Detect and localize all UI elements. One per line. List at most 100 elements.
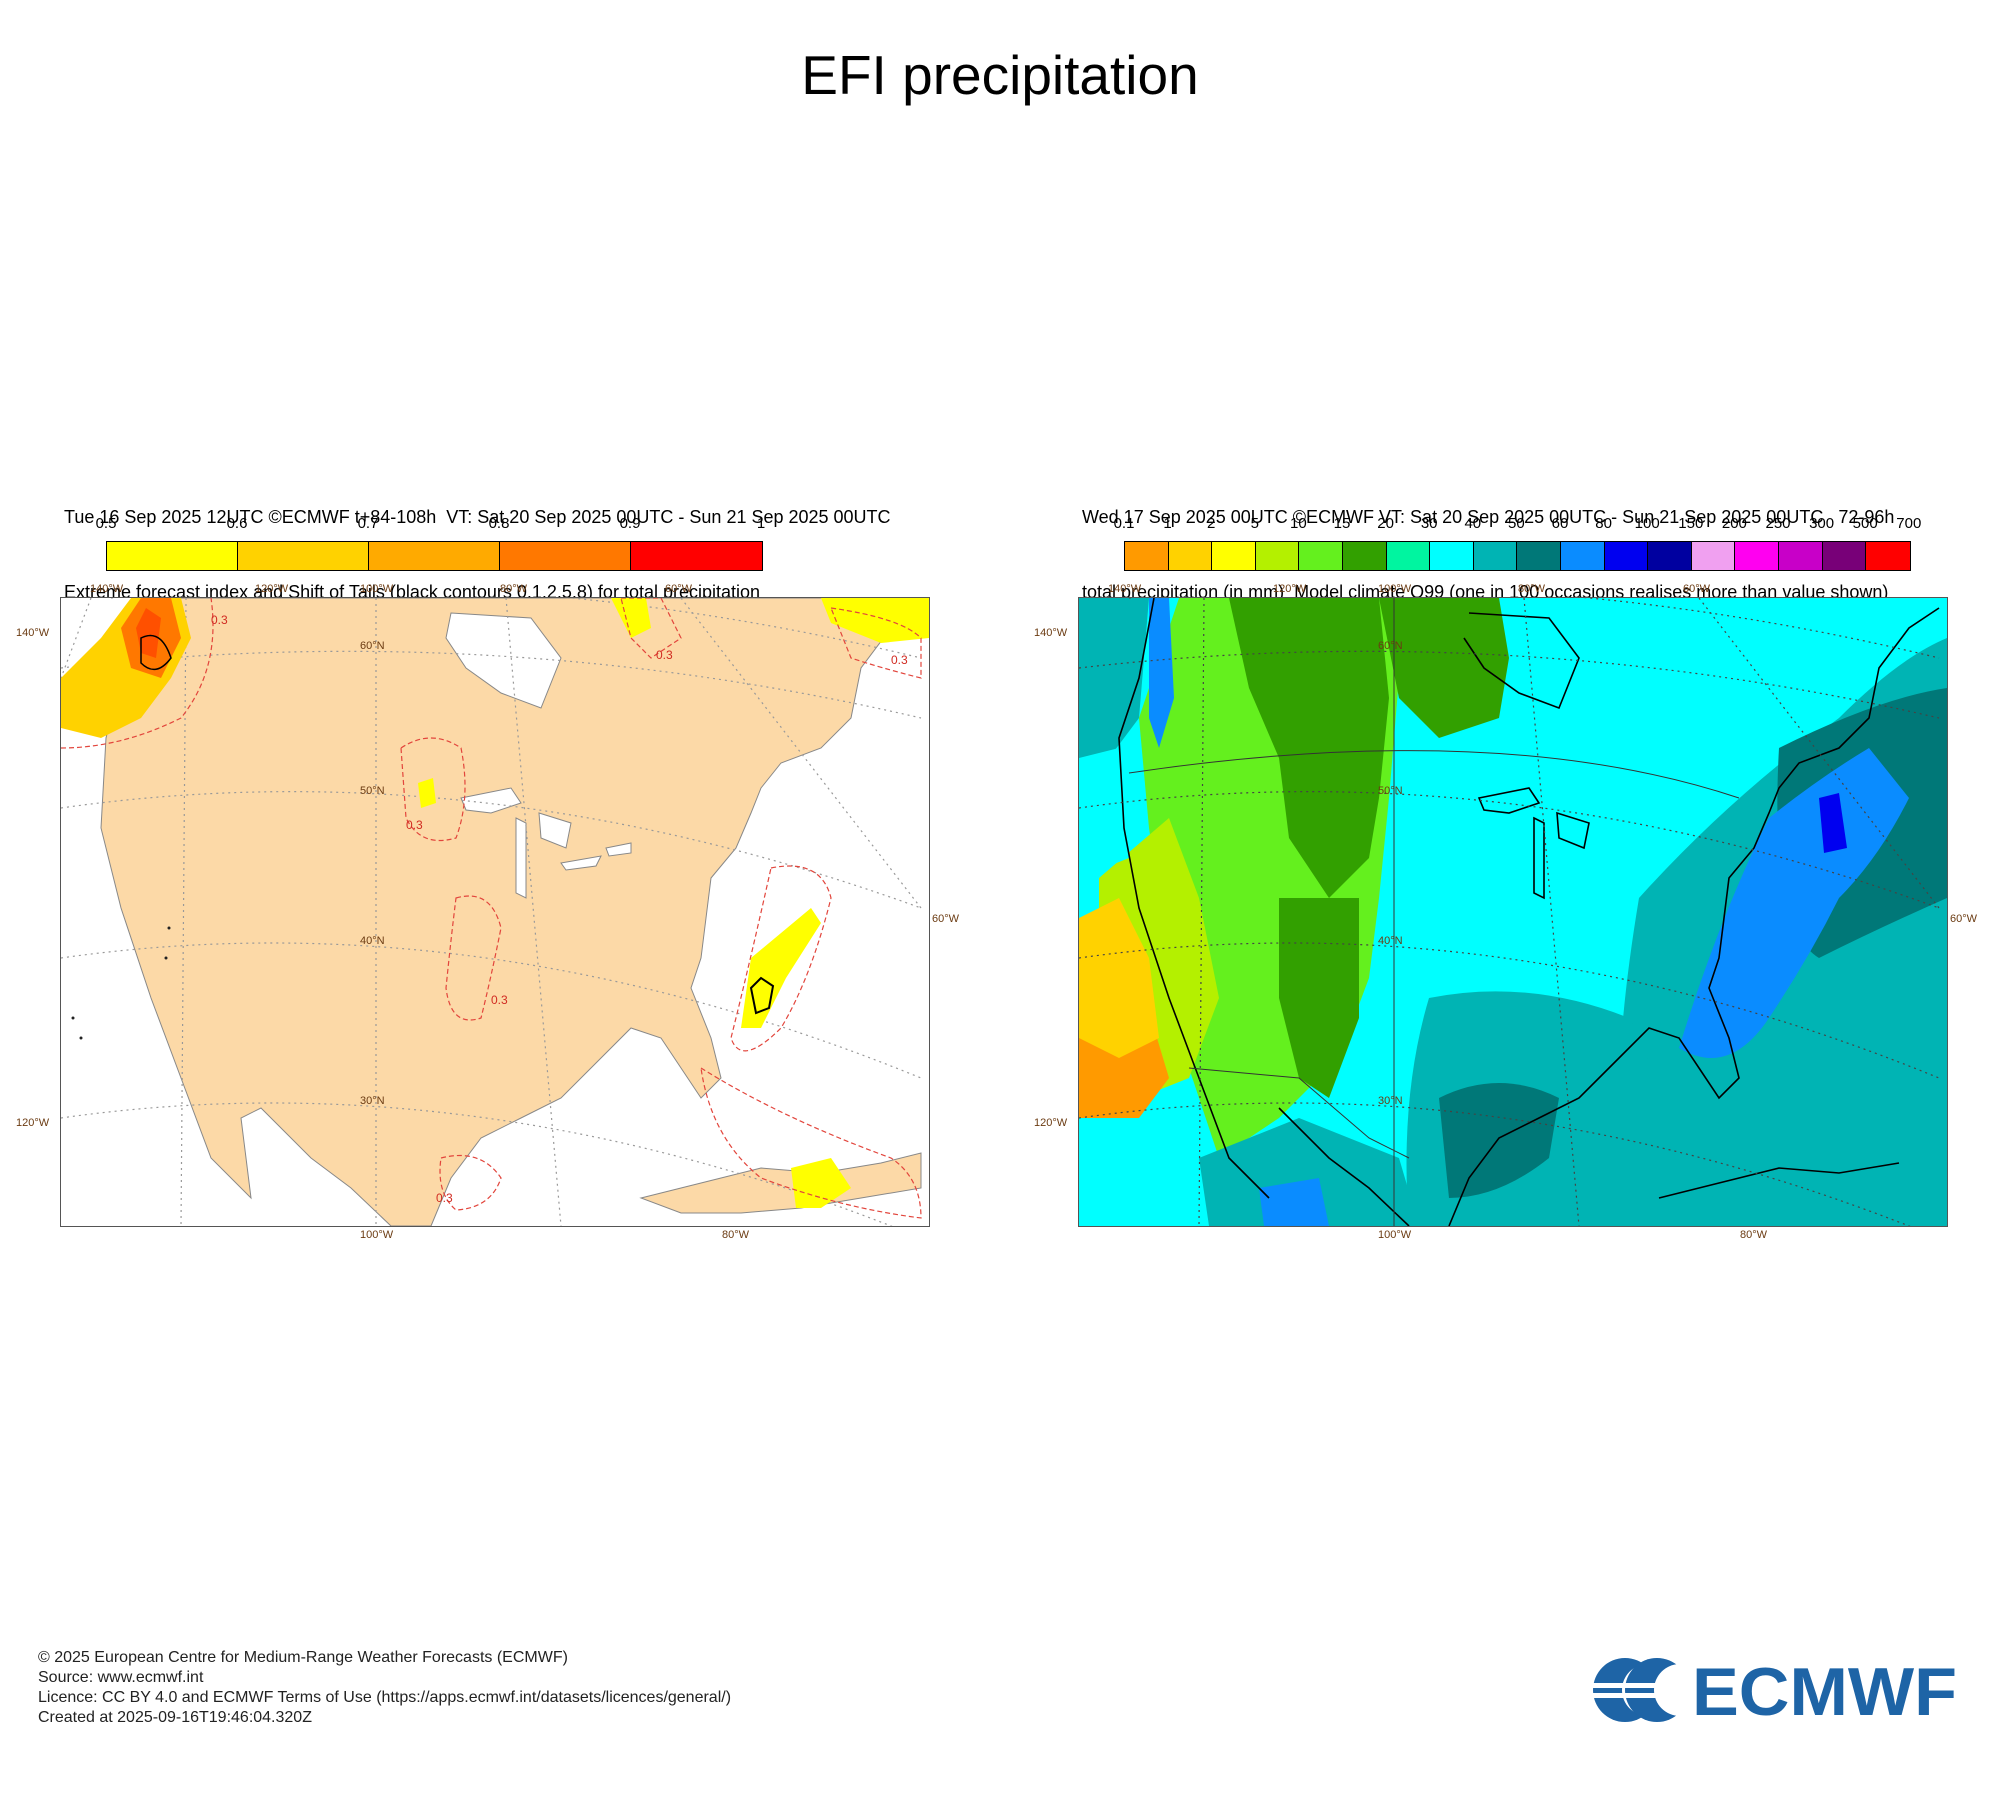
- efi-area-caribbean: [791, 1158, 851, 1208]
- q99-coastlines: [1118, 598, 1940, 1226]
- q99-borders: [1128, 598, 1740, 1226]
- ecmwf-logo-text: ECMWF: [1692, 1655, 1957, 1725]
- efi-map: 0.3 0.3 0.3 0.3 0.3 0.3: [60, 597, 930, 1227]
- q99-area-atlantic-navy: [1819, 793, 1847, 853]
- colorbar-swatch: [1212, 542, 1256, 570]
- lat-label: 30°N: [1378, 1095, 1403, 1107]
- colorbar-swatch: [1299, 542, 1343, 570]
- colorbar-swatch: [1168, 542, 1213, 570]
- lat-label: 40°N: [1378, 935, 1403, 947]
- colorbar-tick-label: 40: [1464, 515, 1482, 532]
- page-title: EFI precipitation: [801, 44, 1199, 106]
- colorbar-swatch: [1778, 542, 1823, 570]
- colorbar-tick-label: 0.7: [357, 515, 379, 532]
- colorbar-tick-label: 250: [1765, 515, 1791, 532]
- colorbar-tick-label: 100: [1634, 515, 1660, 532]
- q99-area-pacific-nw-cyan: [1079, 748, 1129, 878]
- lon-label-top: 100°W: [1378, 583, 1412, 595]
- lat-label: 50°N: [1378, 785, 1403, 797]
- ecmwf-logo: ECMWF: [1590, 1654, 1960, 1730]
- colorbar-tick-label: 500: [1852, 515, 1878, 532]
- lon-label-left: 140°W: [1034, 627, 1068, 639]
- lon-label-top: 140°W: [1108, 583, 1142, 595]
- colorbar-tick-label: 50: [1508, 515, 1525, 532]
- q99-area-mexico-blue: [1259, 1178, 1329, 1226]
- footer-created: Created at 2025-09-16T19:46:04.320Z: [38, 1709, 312, 1726]
- lon-label-bottom: 80°W: [722, 1229, 750, 1241]
- colorbar-swatch: [238, 542, 369, 570]
- contour-label: 0.3: [436, 1191, 453, 1205]
- efi-land-north-america: [100, 598, 922, 1226]
- colorbar-bar: [106, 541, 763, 571]
- lon-label-top: 80°W: [1518, 583, 1546, 595]
- colorbar-tick-label: 700: [1896, 515, 1922, 532]
- contour-label: 0.3: [406, 818, 423, 832]
- lon-label-top: 120°W: [1273, 583, 1307, 595]
- colorbar-tick-label: 60: [1551, 515, 1569, 532]
- lon-label-left: 140°W: [16, 627, 50, 639]
- efi-area-great-lakes: [418, 778, 436, 808]
- q99-map: [1078, 597, 1948, 1227]
- footer-source: Source: www.ecmwf.int: [38, 1669, 204, 1686]
- colorbar-swatch: [369, 542, 500, 570]
- lon-label-left: 120°W: [1034, 1117, 1068, 1129]
- footer-copyright: © 2025 European Centre for Medium-Range …: [38, 1649, 568, 1666]
- colorbar-tick-label: 2: [1207, 515, 1216, 532]
- contour-label: 0.3: [491, 993, 508, 1007]
- lon-label-top: 140°W: [90, 583, 124, 595]
- colorbar-swatch: [1604, 542, 1649, 570]
- efi-panel: Tue 16 Sep 2025 12UTC ©ECMWF t+84-108h V…: [16, 450, 1000, 1250]
- colorbar-tick-label: 1: [1163, 515, 1172, 532]
- colorbar-swatch: [1342, 542, 1387, 570]
- lat-label: 30°N: [360, 1095, 385, 1107]
- efi-header-line1: Tue 16 Sep 2025 12UTC ©ECMWF t+84-108h V…: [64, 507, 891, 527]
- q99-area-gulf-dark: [1439, 1083, 1559, 1198]
- lon-label-bottom: 80°W: [1740, 1229, 1768, 1241]
- colorbar-tick-label: 0.9: [619, 515, 641, 532]
- lon-label-top: 60°W: [665, 583, 693, 595]
- lon-label-top: 100°W: [360, 583, 394, 595]
- contour-label: 0.3: [656, 648, 673, 662]
- footer-licence: Licence: CC BY 4.0 and ECMWF Terms of Us…: [38, 1689, 732, 1706]
- colorbar-swatch: [1691, 542, 1736, 570]
- colorbar-swatch: [1255, 542, 1300, 570]
- colorbar-tick-label: 15: [1333, 515, 1351, 532]
- colorbar-swatch: [1517, 542, 1561, 570]
- lon-label-bottom: 100°W: [360, 1229, 394, 1241]
- efi-graticule: [61, 598, 922, 1226]
- efi-area-atlantic: [741, 908, 821, 1028]
- efi-great-lakes: [460, 787, 632, 899]
- colorbar-tick-label: 20: [1377, 515, 1394, 532]
- colorbar-swatch: [500, 542, 631, 570]
- colorbar-swatch: [631, 542, 762, 570]
- lon-label-left: 120°W: [16, 1117, 50, 1129]
- lat-label: 40°N: [360, 935, 385, 947]
- colorbar-tick-label: 0.5: [95, 515, 117, 532]
- colorbar-tick-label: 150: [1678, 515, 1704, 532]
- colorbar-swatch: [1735, 542, 1779, 570]
- ecmwf-logo-mark: ECMWF: [1593, 1654, 1957, 1730]
- efi-sot-marks: [71, 634, 775, 1040]
- efi-land-cuba: [639, 1152, 922, 1214]
- lat-label: 50°N: [360, 785, 385, 797]
- lon-label-right: 60°W: [1950, 913, 1978, 925]
- lat-label: 60°N: [1378, 640, 1403, 652]
- colorbar-swatch: [1560, 542, 1605, 570]
- efi-contours: [61, 598, 922, 1219]
- q99-area-mexico-teal: [1199, 1118, 1419, 1226]
- lon-label-bottom: 100°W: [1378, 1229, 1412, 1241]
- lon-label-top: 80°W: [500, 583, 528, 595]
- colorbar-swatch: [1430, 542, 1474, 570]
- efi-area-pacific-inner: [136, 608, 161, 658]
- efi-area-northeast: [611, 598, 651, 638]
- colorbar-swatch: [107, 542, 238, 570]
- colorbar-swatch: [1125, 542, 1169, 570]
- q99-header-line1: Wed 17 Sep 2025 00UTC ©ECMWF VT: Sat 20 …: [1082, 507, 1895, 527]
- efi-area-ne-corner: [821, 598, 929, 643]
- lat-label: 60°N: [360, 640, 385, 652]
- lon-label-top: 120°W: [255, 583, 289, 595]
- q99-graticule: [1079, 598, 1940, 1226]
- colorbar-swatch: [1866, 542, 1910, 570]
- lon-label-right: 60°W: [932, 913, 960, 925]
- lon-label-top: 60°W: [1683, 583, 1711, 595]
